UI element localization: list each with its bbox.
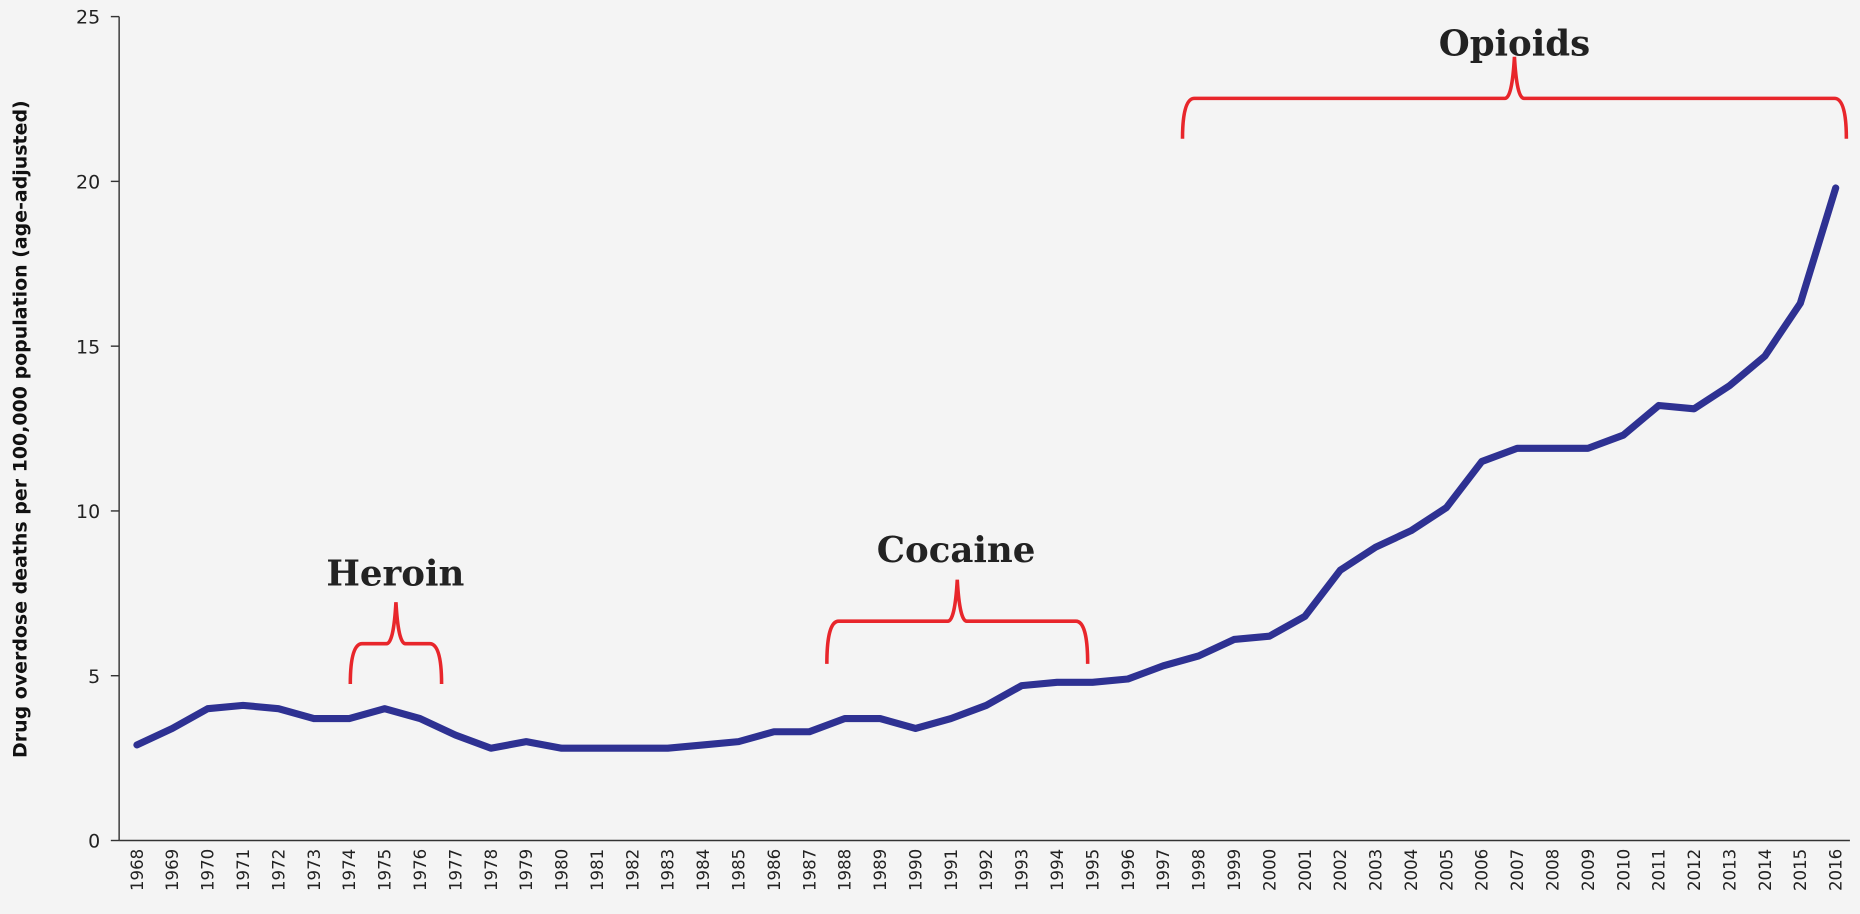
x-tick-label: 1976	[411, 849, 430, 891]
x-tick-label: 1983	[659, 849, 678, 891]
x-tick-label: 1989	[871, 849, 890, 891]
y-tick-label: 5	[88, 666, 100, 688]
x-tick-label: 1979	[517, 849, 536, 891]
annotation: Heroin	[326, 554, 464, 595]
x-tick-label: 2010	[1614, 849, 1633, 891]
annotation-brace	[1180, 56, 1849, 139]
x-tick-label: 2009	[1579, 849, 1598, 891]
x-tick-label: 1997	[1154, 849, 1173, 891]
y-tick-label: 15	[76, 336, 100, 358]
x-tick-label: 1969	[163, 849, 182, 891]
y-tick-label: 0	[88, 831, 100, 853]
annotation: Cocaine	[877, 530, 1036, 571]
x-tick-label: 1986	[765, 849, 784, 891]
x-tick-label: 1988	[836, 849, 855, 891]
x-tick-label: 1994	[1048, 849, 1067, 891]
x-tick-label: 2013	[1720, 849, 1739, 891]
x-tick-label: 1971	[234, 849, 253, 891]
x-tick-label: 1970	[199, 849, 218, 891]
x-tick-label: 1990	[906, 849, 925, 891]
x-tick-label: 2014	[1756, 849, 1775, 891]
y-tick-label: 25	[76, 7, 100, 29]
x-tick-label: 1973	[305, 849, 324, 891]
y-tick-label: 20	[76, 171, 100, 193]
x-tick-label: 1993	[1013, 849, 1032, 891]
x-tick-label: 1974	[340, 849, 359, 891]
annotation: Opioids	[1439, 24, 1590, 65]
x-tick-label: 2011	[1650, 849, 1669, 891]
x-tick-label: 1998	[1190, 849, 1209, 891]
x-tick-label: 1968	[128, 849, 147, 891]
x-tick-label: 1981	[588, 849, 607, 891]
x-tick-label: 2003	[1367, 849, 1386, 891]
x-tick-label: 1999	[1225, 849, 1244, 891]
x-tick-label: 1995	[1083, 849, 1102, 891]
line	[133, 184, 1840, 752]
annotation-brace	[348, 602, 444, 685]
annotation-brace	[825, 579, 1090, 664]
y-axis-label: Drug overdose deaths per 100,000 populat…	[10, 100, 32, 758]
x-tick-label: 2007	[1508, 849, 1527, 891]
x-tick-label: 1984	[694, 849, 713, 891]
x-tick-label: 1978	[482, 849, 501, 891]
x-tick-label: 2015	[1791, 849, 1810, 891]
x-tick-label: 2000	[1260, 849, 1279, 891]
x-tick-label: 2001	[1296, 849, 1315, 891]
x-tick-label: 1991	[942, 849, 961, 891]
x-tick-label: 2016	[1827, 849, 1846, 891]
x-tick-label: 2005	[1437, 849, 1456, 891]
x-tick-label: 1975	[376, 849, 395, 891]
x-tick-label: 1982	[623, 849, 642, 891]
x-tick-label: 1977	[446, 849, 465, 891]
x-tick-label: 1972	[269, 849, 288, 891]
x-tick-label: 1985	[729, 849, 748, 891]
x-tick-label: 2004	[1402, 849, 1421, 891]
x-tick-label: 1996	[1119, 849, 1138, 891]
x-tick-label: 1992	[977, 849, 996, 891]
x-tick-label: 2012	[1685, 849, 1704, 891]
x-tick-label: 2008	[1543, 849, 1562, 891]
y-tick-label: 10	[76, 501, 100, 523]
x-tick-label: 2006	[1473, 849, 1492, 891]
x-tick-label: 1987	[800, 849, 819, 891]
x-tick-label: 2002	[1331, 849, 1350, 891]
x-tick-label: 1980	[553, 849, 572, 891]
